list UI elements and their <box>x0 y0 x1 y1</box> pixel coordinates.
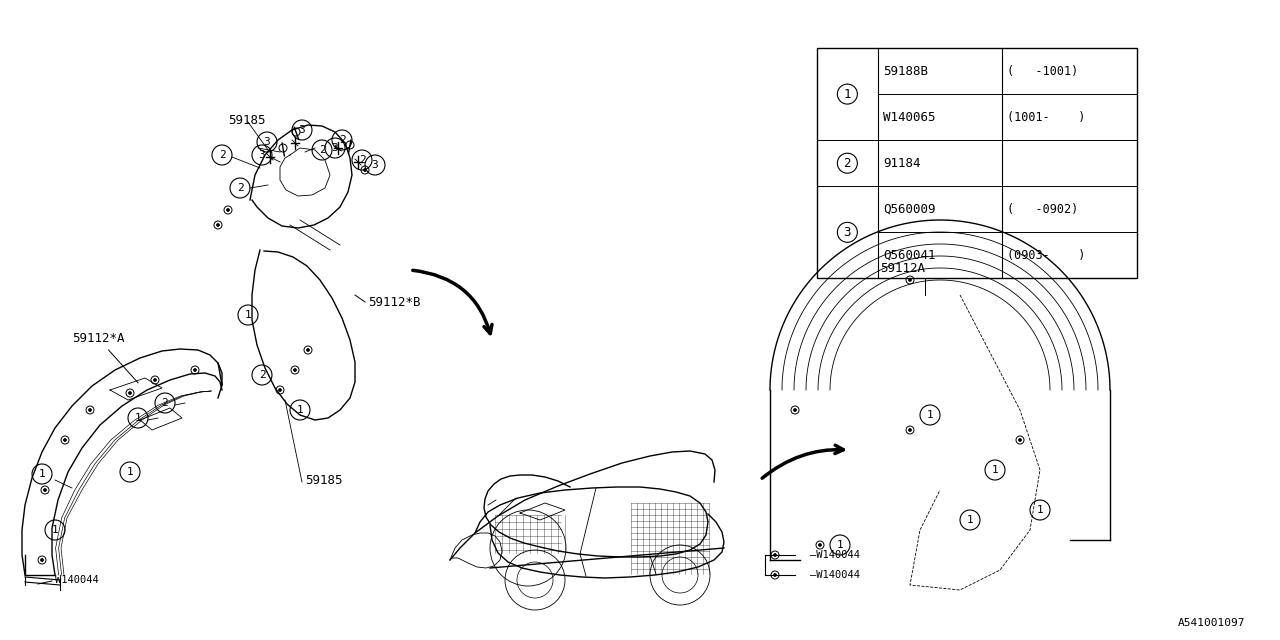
Text: 1: 1 <box>134 413 141 423</box>
Circle shape <box>44 488 46 492</box>
Circle shape <box>773 573 777 577</box>
Text: 1: 1 <box>1037 505 1043 515</box>
Circle shape <box>1019 438 1021 442</box>
Circle shape <box>279 388 282 392</box>
Text: 2: 2 <box>237 183 243 193</box>
Text: 59185: 59185 <box>305 474 343 486</box>
Text: Q560009: Q560009 <box>883 203 936 216</box>
Text: (   -0902): ( -0902) <box>1007 203 1079 216</box>
Circle shape <box>818 543 822 547</box>
Circle shape <box>773 554 777 557</box>
Text: 3: 3 <box>332 143 338 153</box>
Circle shape <box>293 369 297 371</box>
Circle shape <box>227 209 229 211</box>
Text: 59188B: 59188B <box>883 65 928 77</box>
Text: 2: 2 <box>259 370 265 380</box>
Text: 1: 1 <box>127 467 133 477</box>
Text: 2: 2 <box>358 155 365 165</box>
Text: 1: 1 <box>844 88 851 100</box>
Text: 59185: 59185 <box>228 113 265 127</box>
Circle shape <box>64 438 67 442</box>
Text: 59112*B: 59112*B <box>369 296 421 308</box>
Text: Q560041: Q560041 <box>883 249 936 262</box>
Text: 2: 2 <box>319 145 325 155</box>
Text: 3: 3 <box>371 160 379 170</box>
Text: 1: 1 <box>38 469 45 479</box>
Text: 3: 3 <box>259 150 265 160</box>
Text: 1: 1 <box>297 405 303 415</box>
Text: W140044: W140044 <box>55 575 99 585</box>
Text: 1: 1 <box>837 540 844 550</box>
Text: 2: 2 <box>219 150 225 160</box>
Text: 2: 2 <box>161 398 169 408</box>
Circle shape <box>128 392 132 394</box>
Text: (0903-    ): (0903- ) <box>1007 249 1085 262</box>
FancyArrowPatch shape <box>762 445 844 478</box>
Text: (1001-    ): (1001- ) <box>1007 111 1085 124</box>
Circle shape <box>88 408 91 412</box>
Text: 3: 3 <box>298 125 306 135</box>
Text: ―W140044: ―W140044 <box>810 570 860 580</box>
Circle shape <box>364 168 366 172</box>
Text: 59112A: 59112A <box>881 262 925 275</box>
Text: 1: 1 <box>966 515 973 525</box>
Circle shape <box>909 429 911 431</box>
Bar <box>817 48 1137 278</box>
Text: 2: 2 <box>844 157 851 170</box>
Text: 59112*A: 59112*A <box>72 332 138 383</box>
Text: 1: 1 <box>51 525 59 535</box>
Text: 3: 3 <box>844 226 851 239</box>
Circle shape <box>794 408 796 412</box>
Text: 3: 3 <box>264 137 270 147</box>
Circle shape <box>154 378 156 381</box>
Circle shape <box>306 349 310 351</box>
Text: W140065: W140065 <box>883 111 936 124</box>
Text: (   -1001): ( -1001) <box>1007 65 1079 77</box>
Text: 2: 2 <box>339 135 346 145</box>
Text: 91184: 91184 <box>883 157 920 170</box>
Circle shape <box>193 369 197 371</box>
Text: 1: 1 <box>244 310 251 320</box>
Circle shape <box>216 223 219 227</box>
Text: 1: 1 <box>992 465 998 475</box>
Circle shape <box>909 278 911 282</box>
Text: 1: 1 <box>927 410 933 420</box>
Text: A541001097: A541001097 <box>1178 618 1245 628</box>
Text: ―W140044: ―W140044 <box>810 550 860 560</box>
Circle shape <box>41 559 44 561</box>
FancyArrowPatch shape <box>412 270 492 333</box>
